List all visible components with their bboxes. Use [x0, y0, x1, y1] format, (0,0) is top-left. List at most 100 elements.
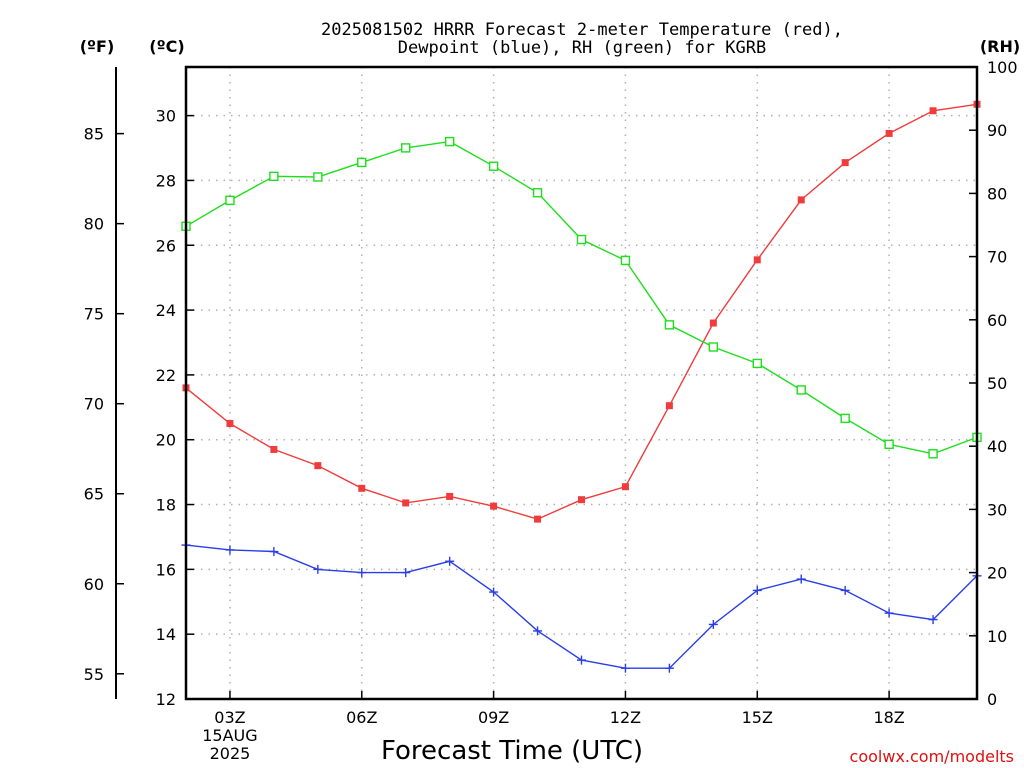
- celsius-tick-label: 28: [156, 171, 176, 190]
- data-point: [576, 234, 587, 245]
- rh-tick-label: 100: [987, 58, 1018, 77]
- fahrenheit-tick-label: 65: [84, 485, 104, 504]
- celsius-tick-label: 16: [156, 560, 176, 579]
- data-point: [840, 413, 850, 424]
- data-point: [446, 492, 454, 500]
- data-point: [225, 195, 235, 206]
- data-point: [269, 171, 279, 182]
- series-rh: [181, 136, 982, 459]
- data-point: [402, 499, 410, 507]
- data-point: [664, 320, 675, 330]
- data-point: [708, 619, 718, 629]
- celsius-tick-label: 24: [156, 301, 176, 320]
- data-point: [884, 439, 894, 450]
- data-point: [313, 172, 323, 182]
- x-tick-label: 15Z: [742, 708, 773, 727]
- chart-title-line-2: Dewpoint (blue), RH (green) for KGRB: [398, 38, 766, 58]
- rh-tick-label: 20: [987, 564, 1007, 583]
- data-point: [358, 484, 366, 492]
- series-line-temperature: [185, 103, 978, 520]
- data-point: [621, 483, 629, 491]
- data-point: [226, 420, 234, 428]
- celsius-tick-label: 18: [156, 496, 176, 515]
- data-point: [620, 255, 631, 266]
- data-point: [532, 188, 543, 198]
- rh-tick-label: 90: [987, 121, 1007, 140]
- x-tick-label: 03Z: [214, 708, 245, 727]
- x-axis-label: Forecast Time (UTC): [381, 736, 643, 766]
- series-temperature: [182, 100, 981, 523]
- x-tick-sublabel: 15AUG: [202, 726, 257, 745]
- rh-tick-label: 0: [987, 690, 997, 709]
- celsius-unit-label: (ºC): [149, 37, 184, 56]
- data-point: [928, 449, 938, 459]
- data-point: [620, 663, 630, 673]
- data-point: [664, 663, 674, 673]
- celsius-tick-label: 14: [156, 625, 176, 644]
- data-point: [269, 547, 279, 557]
- data-point: [884, 608, 894, 618]
- data-point: [533, 626, 543, 636]
- axes: 12 14 16 18 20 22 24 26 28 30 55 60 65 70 75 80 85 0 10 20 3…: [84, 58, 1018, 763]
- data-point: [401, 143, 411, 153]
- data-point: [797, 196, 805, 204]
- rh-tick-label: 60: [987, 311, 1007, 330]
- x-tick-label: 09Z: [478, 708, 509, 727]
- fahrenheit-tick-label: 60: [84, 575, 104, 594]
- credit-text: coolwx.com/modelts: [850, 747, 1014, 766]
- data-point: [928, 615, 938, 625]
- rh-tick-label: 50: [987, 374, 1007, 393]
- data-point: [752, 358, 762, 369]
- data-point: [444, 136, 455, 147]
- rh-tick-label: 80: [987, 184, 1007, 203]
- data-point: [401, 568, 411, 578]
- data-point: [489, 587, 499, 597]
- series-dewpoint: [181, 540, 982, 673]
- fahrenheit-unit-label: (ºF): [80, 37, 115, 56]
- fahrenheit-tick-label: 80: [84, 215, 104, 234]
- data-point: [534, 515, 542, 523]
- data-point: [313, 564, 323, 574]
- data-point: [752, 585, 762, 595]
- data-point: [490, 502, 498, 510]
- x-tick-sublabel: 2025: [210, 744, 251, 763]
- series-line-dewpoint: [185, 544, 978, 669]
- celsius-tick-label: 12: [156, 690, 176, 709]
- data-point: [270, 445, 278, 453]
- data-point: [577, 655, 586, 665]
- celsius-tick-label: 26: [156, 236, 176, 255]
- fahrenheit-tick-label: 70: [84, 395, 104, 414]
- data-point: [445, 556, 455, 566]
- x-tick-label: 06Z: [346, 708, 377, 727]
- fahrenheit-tick-label: 55: [84, 665, 104, 684]
- data-point: [841, 159, 849, 167]
- data-point: [665, 402, 673, 410]
- grid: [186, 67, 977, 700]
- data-point: [708, 342, 719, 352]
- data-point: [796, 385, 806, 395]
- x-tick-label: 12Z: [610, 708, 641, 727]
- celsius-tick-label: 30: [156, 107, 176, 126]
- data-point: [357, 157, 367, 168]
- data-point: [885, 129, 893, 137]
- data-point: [753, 256, 761, 264]
- rh-tick-label: 30: [987, 500, 1007, 519]
- data-point: [929, 107, 937, 115]
- series-line-rh: [185, 140, 978, 455]
- fahrenheit-tick-label: 75: [84, 305, 104, 324]
- celsius-tick-label: 22: [156, 366, 176, 385]
- rh-unit-label: (RH): [980, 37, 1020, 56]
- data-point: [709, 319, 717, 327]
- data-point: [357, 568, 367, 578]
- data-point: [314, 462, 322, 470]
- plot-frame: [184, 65, 979, 701]
- rh-tick-label: 70: [987, 248, 1007, 267]
- rh-tick-label: 40: [987, 437, 1007, 456]
- data-point: [225, 545, 235, 555]
- celsius-tick-label: 20: [156, 431, 176, 450]
- x-tick-label: 18Z: [873, 708, 904, 727]
- data-point: [840, 585, 850, 595]
- data-point: [796, 574, 806, 584]
- series: [181, 100, 982, 673]
